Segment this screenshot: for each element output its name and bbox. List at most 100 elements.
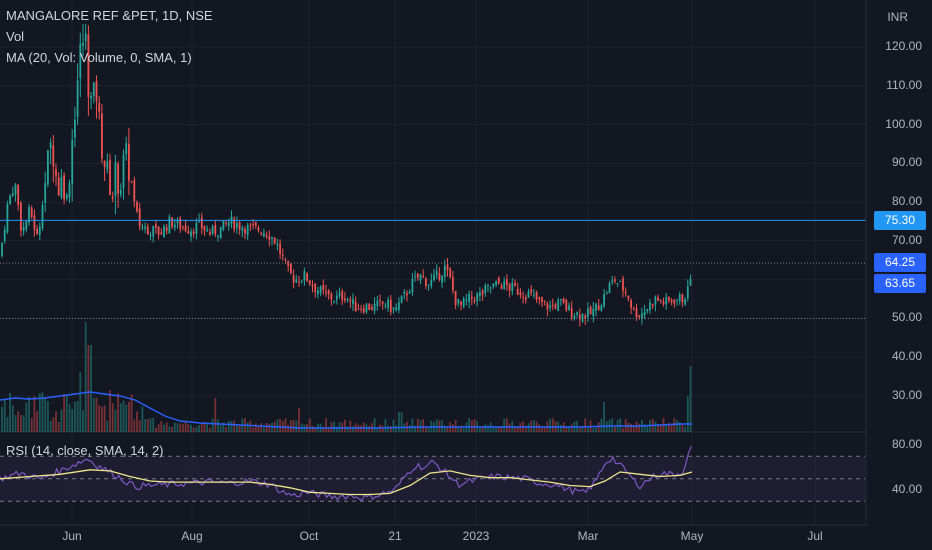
hline-price-badge: 75.30 (874, 211, 926, 231)
candle-body (111, 196, 114, 199)
volume-bar (368, 425, 371, 432)
candle-body (357, 308, 360, 310)
volume-bar (290, 420, 292, 432)
candle-body (570, 308, 573, 318)
candle-body (214, 224, 217, 235)
volume-bar (470, 420, 473, 432)
volume-bar (425, 427, 427, 432)
candle-body (290, 263, 292, 274)
price-tick-label: 30.00 (891, 388, 922, 402)
candle-body (406, 293, 408, 296)
candle-body (168, 216, 171, 234)
volume-bar (479, 426, 481, 432)
volume-bar (198, 424, 200, 432)
candle-body (376, 300, 379, 307)
candle-body (462, 298, 465, 307)
volume-bar (381, 425, 384, 432)
candle-body (668, 297, 670, 301)
volume-bar (495, 426, 497, 432)
volume-bar (238, 424, 241, 432)
candle-body (392, 307, 395, 310)
volume-bar (47, 401, 49, 432)
rsi-title: RSI (14, close, SMA, 14, 2) (6, 443, 164, 458)
volume-bar (516, 426, 519, 432)
candle-body (581, 313, 584, 322)
candle-body (249, 224, 252, 226)
volume-bar (325, 418, 327, 432)
symbol-legend[interactable]: MANGALORE REF &PET, 1D, NSE (6, 8, 213, 23)
volume-bar (543, 426, 546, 432)
candle-body (446, 264, 449, 271)
candle-body (338, 292, 341, 296)
volume-bar (1, 406, 3, 432)
volume-bar (276, 419, 279, 432)
candle-body (519, 292, 522, 296)
currency-label[interactable]: INR (887, 10, 908, 24)
volume-bar (14, 415, 17, 432)
volume-bar (568, 426, 570, 432)
volume-bar (17, 411, 20, 432)
volume-bar (665, 424, 668, 432)
volume-bar (182, 423, 184, 432)
candle-body (427, 284, 430, 286)
volume-bar (260, 423, 263, 432)
volume-bar (257, 425, 260, 432)
candle-body (365, 304, 368, 313)
candle-body (662, 301, 665, 305)
candle-body (673, 299, 676, 304)
volume-bar (87, 345, 90, 432)
horizontal-lines[interactable] (0, 219, 866, 319)
candle-body (273, 237, 276, 244)
volume-bar (192, 427, 195, 432)
candle-body (130, 181, 133, 183)
ma-legend[interactable]: MA (20, Vol: Volume, 0, SMA, 1) (6, 50, 192, 65)
candle-body (560, 299, 562, 301)
volume-bar (138, 420, 141, 432)
volume-bar (55, 411, 57, 432)
candle-body (676, 299, 678, 301)
candle-body (524, 297, 527, 300)
volume-bar (76, 400, 79, 432)
candle-body (449, 268, 452, 278)
candle-body (106, 161, 109, 170)
volume-legend[interactable]: Vol (6, 29, 24, 44)
candle-body (600, 305, 603, 311)
volume-bar (168, 426, 171, 432)
volume-bar (84, 322, 87, 432)
price-tick-label: 110.00 (886, 77, 922, 92)
candle-body (165, 227, 168, 231)
volume-bar (587, 427, 589, 432)
volume-bar (49, 420, 52, 432)
volume-pane (0, 322, 692, 432)
candle-body (635, 308, 638, 318)
candle-body (317, 290, 319, 295)
volume-bar (560, 424, 562, 432)
volume-bar (133, 419, 136, 432)
candle-body (268, 236, 271, 240)
candle-body (173, 224, 176, 228)
candle-body (114, 162, 117, 197)
volume-bar (171, 426, 173, 432)
volume-bar (551, 418, 554, 432)
volume-bar (219, 425, 222, 432)
volume-bar (398, 412, 400, 432)
candle-body (90, 95, 92, 99)
candle-body (465, 299, 468, 301)
volume-bar (376, 427, 379, 432)
candle-body (300, 280, 303, 282)
candle-body (678, 294, 681, 301)
time-tick-label: 2023 (462, 529, 490, 543)
volume-bar (41, 392, 44, 432)
time-tick-label: Mar (577, 529, 599, 543)
volume-bar (484, 424, 487, 432)
volume-bar (200, 423, 203, 432)
candle-body (109, 159, 111, 196)
volume-bar (236, 425, 238, 432)
volume-bar (462, 427, 465, 432)
volume-bar (395, 425, 398, 432)
rsi-legend[interactable]: RSI (14, close, SMA, 14, 2) (6, 443, 164, 458)
candle-body (538, 297, 541, 299)
candle-body (295, 279, 298, 283)
